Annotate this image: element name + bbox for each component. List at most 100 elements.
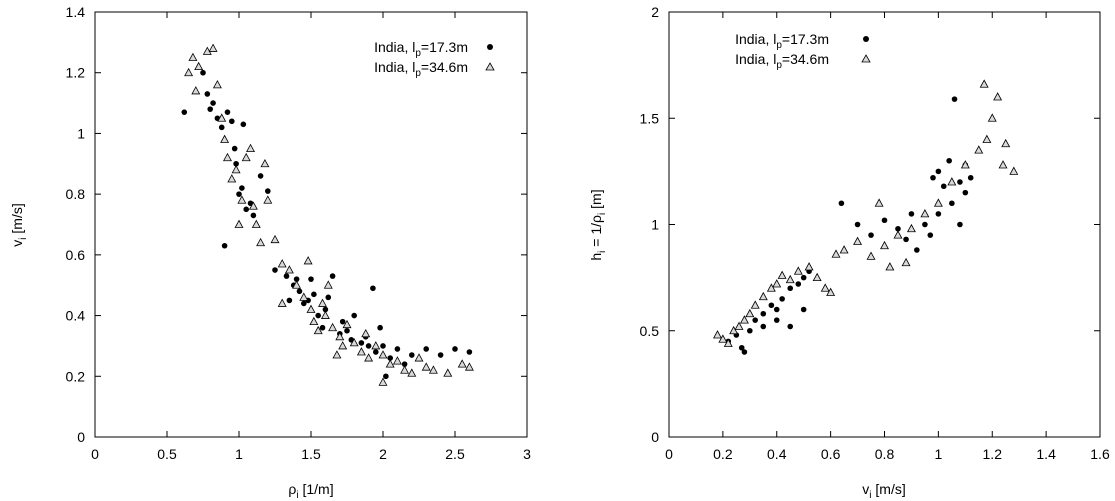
data-point-circle [365, 343, 372, 349]
data-point-circle [243, 206, 249, 213]
x-axis-label-main: v [862, 481, 869, 497]
x-axis-label: ρi [1/m] [288, 481, 333, 501]
data-point-circle [741, 349, 748, 355]
data-point-triangle [349, 338, 359, 347]
data-point-triangle [260, 158, 270, 168]
data-point-triangle [212, 80, 222, 89]
y-tick-label: 1.2 [66, 65, 86, 81]
data-point-triangle [361, 328, 371, 338]
y-axis-label-main: h [588, 253, 604, 261]
data-point-circle [387, 355, 394, 361]
data-point-triangle [320, 310, 330, 319]
data-point-triangle [335, 331, 345, 341]
data-point-triangle [378, 350, 388, 359]
data-point-circle [800, 306, 807, 313]
y-tick-label: 0 [651, 429, 659, 445]
x-ticks: 0 0.2 0.4 0.6 0.8 1 1.2 1.4 1.6 [665, 12, 1110, 462]
y-axis-label-sub2: i [597, 213, 608, 215]
data-point-triangle [338, 341, 348, 350]
data-point-triangle [428, 365, 438, 374]
data-point-triangle [839, 245, 849, 254]
data-point-triangle [750, 300, 760, 309]
data-point-triangle [251, 219, 261, 228]
legend-label-2-post: =34.6m [782, 51, 829, 67]
x-tick-label: 2.5 [445, 446, 465, 462]
data-point-circle [962, 189, 969, 196]
data-point-triangle [378, 377, 388, 386]
data-point-circle [895, 225, 901, 232]
x-tick-label: 1 [235, 446, 243, 462]
data-point-circle [768, 302, 775, 309]
data-point-triangle [718, 334, 728, 343]
data-point-triangle [263, 195, 273, 204]
data-point-triangle [220, 134, 230, 143]
data-point-triangle [318, 298, 327, 307]
legend-circle-marker [487, 44, 493, 50]
y-axis-label: hi = 1/ρi [m] [588, 189, 608, 260]
y-tick-label: 0.8 [66, 186, 86, 202]
legend-triangle-marker [485, 62, 495, 71]
data-point-circle [322, 306, 329, 313]
data-point-circle [311, 291, 317, 298]
legend-label-1-post: =17.3m [421, 39, 468, 55]
data-points [181, 43, 474, 386]
data-point-circle [787, 285, 794, 292]
y-axis-label-rest: [m/s] [9, 203, 25, 237]
x-axis-label: vi [m/s] [862, 481, 905, 501]
data-point-triangle [313, 325, 323, 335]
data-point-triangle [734, 321, 744, 330]
data-point-triangle [364, 353, 374, 362]
data-point-triangle [188, 52, 198, 61]
y-tick-label: 0.6 [66, 247, 86, 263]
data-point-circle [437, 352, 444, 358]
data-point-circle [409, 352, 415, 358]
data-point-triangle [191, 86, 201, 95]
data-point-triangle [385, 359, 395, 368]
data-point-circle [315, 312, 322, 319]
y-ticks: 0 0.5 1 1.5 2 [640, 4, 1100, 445]
data-point-triangle [227, 174, 237, 183]
x-tick-label: 3 [523, 446, 531, 462]
x-axis-label-sub: i [869, 490, 871, 501]
data-point-triangle [820, 283, 830, 292]
data-point-triangle [184, 67, 194, 77]
data-point-circle [358, 340, 365, 346]
y-axis-label: vi [m/s] [9, 203, 29, 246]
data-point-circle [967, 174, 974, 181]
data-point-circle [181, 109, 188, 115]
data-point-circle [329, 273, 336, 279]
data-point-triangle [906, 223, 916, 233]
y-axis-label-sub: i [18, 238, 29, 240]
data-point-circle [339, 318, 346, 325]
data-point-triangle [241, 152, 251, 162]
y-axis-label-main: v [9, 240, 25, 247]
x-tick-label: 1.5 [301, 446, 321, 462]
x-tick-label: 0.6 [821, 446, 841, 462]
data-point-triangle [309, 316, 319, 326]
data-point-triangle [277, 259, 287, 268]
data-point-circle [738, 344, 745, 351]
y-tick-label: 0.5 [640, 323, 660, 339]
data-point-circle [854, 221, 861, 228]
legend-label-1-pre: India, l [374, 39, 415, 55]
x-tick-label: 1.4 [1036, 446, 1056, 462]
data-point-circle [752, 317, 758, 323]
y-ticks: 0 0.2 0.4 0.6 0.8 1 1.2 1.4 [66, 4, 527, 445]
data-point-triangle [933, 198, 943, 207]
data-point-triangle [745, 308, 755, 318]
data-point-triangle [960, 160, 970, 169]
data-point-circle [868, 232, 874, 238]
plot-frame [94, 11, 528, 438]
data-point-circle [240, 121, 247, 128]
left-scatter-panel: 0 0.5 1 1.5 2 2.5 3 00.20.40.60.811.21.4 ρi [1… [9, 4, 531, 501]
data-point-circle [951, 96, 958, 102]
data-point-circle [200, 69, 206, 76]
data-point-circle [838, 200, 845, 207]
data-point-triangle [277, 298, 287, 307]
data-point-triangle [407, 368, 417, 377]
data-point-triangle [920, 209, 930, 218]
y-axis-label-sub: i [597, 251, 608, 253]
data-point-triangle [777, 270, 787, 279]
data-point-triangle [723, 338, 733, 347]
data-point-triangle [342, 319, 352, 329]
